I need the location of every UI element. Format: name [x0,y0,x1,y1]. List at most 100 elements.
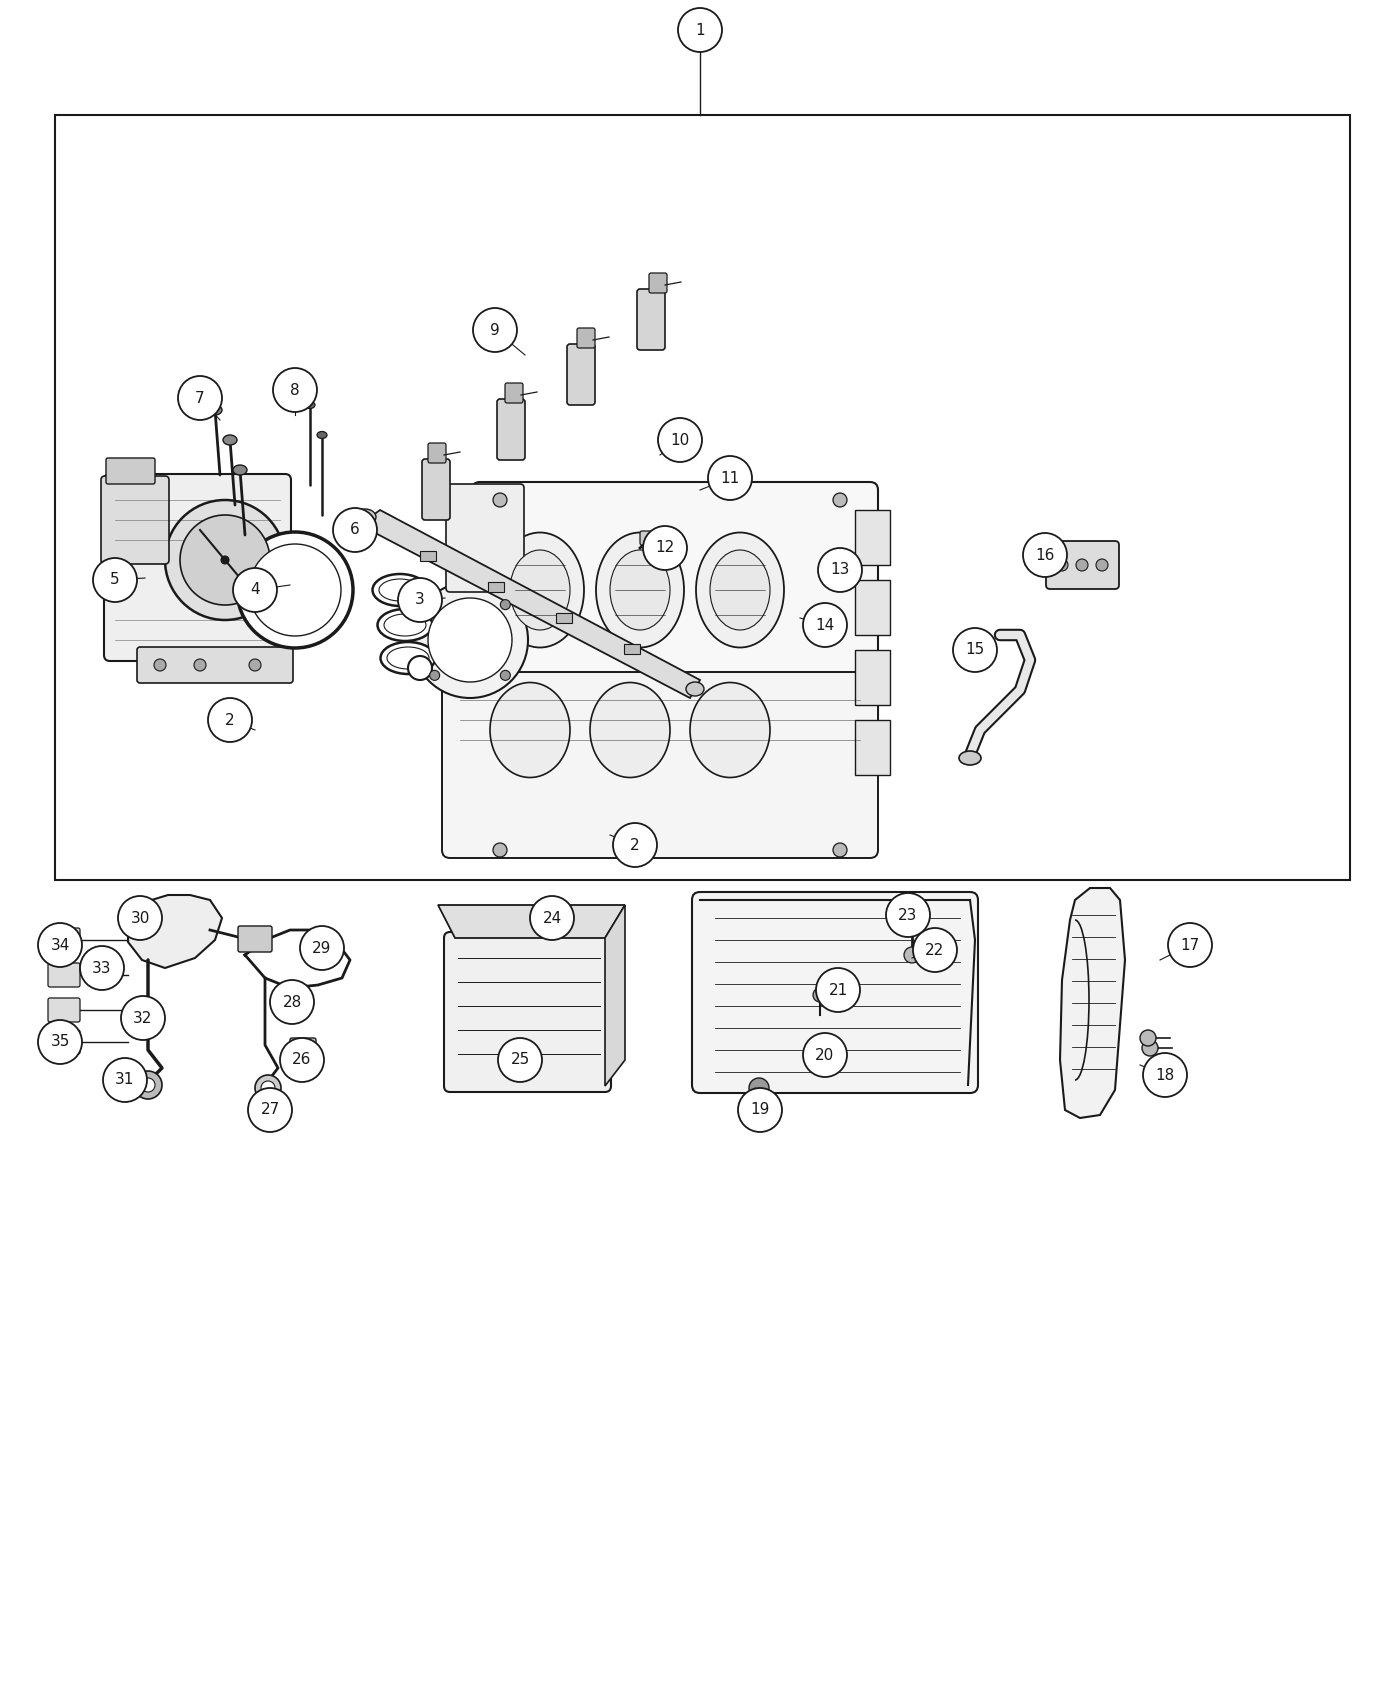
Circle shape [154,660,167,672]
Text: 25: 25 [511,1052,529,1068]
Circle shape [749,1078,769,1098]
FancyBboxPatch shape [447,484,524,592]
Circle shape [1140,1030,1156,1046]
Circle shape [134,1071,162,1098]
Circle shape [412,581,528,699]
Circle shape [493,843,507,857]
Ellipse shape [496,532,584,648]
Circle shape [500,600,511,610]
Text: 26: 26 [293,1052,312,1068]
Text: 23: 23 [899,908,917,923]
Text: 31: 31 [115,1073,134,1088]
Circle shape [280,1039,323,1081]
Circle shape [165,500,286,620]
Circle shape [498,1039,542,1081]
Bar [556,614,573,622]
Circle shape [804,1034,847,1078]
Circle shape [249,544,342,636]
Circle shape [92,558,137,602]
FancyBboxPatch shape [640,530,658,546]
FancyBboxPatch shape [505,382,524,403]
Ellipse shape [589,682,671,777]
Text: 4: 4 [251,583,260,597]
Bar [855,510,890,564]
Ellipse shape [384,614,426,636]
FancyBboxPatch shape [48,998,80,1022]
Text: 11: 11 [721,471,739,486]
Ellipse shape [381,643,435,673]
Circle shape [178,376,223,420]
Text: 21: 21 [829,983,847,998]
Circle shape [141,1078,155,1091]
FancyBboxPatch shape [238,927,272,952]
Circle shape [181,515,270,605]
Circle shape [118,896,162,940]
Circle shape [1023,534,1067,576]
Circle shape [818,547,862,592]
Circle shape [195,660,206,672]
Text: 14: 14 [815,617,834,632]
Ellipse shape [316,432,328,439]
Polygon shape [127,894,223,967]
Ellipse shape [305,401,315,408]
Circle shape [407,656,433,680]
Text: 5: 5 [111,573,120,588]
Text: 1: 1 [696,22,704,37]
Circle shape [833,843,847,857]
Text: 2: 2 [225,712,235,728]
Text: 35: 35 [50,1035,70,1049]
FancyBboxPatch shape [104,474,291,661]
FancyBboxPatch shape [637,289,665,350]
Text: 6: 6 [350,522,360,537]
Ellipse shape [232,466,246,474]
Circle shape [493,493,507,507]
FancyBboxPatch shape [497,400,525,461]
Circle shape [428,598,512,682]
Circle shape [333,508,377,552]
Text: 2: 2 [630,838,640,852]
FancyBboxPatch shape [650,274,666,292]
Circle shape [273,367,316,411]
Circle shape [232,568,277,612]
Ellipse shape [510,551,570,631]
Ellipse shape [696,532,784,648]
Ellipse shape [490,682,570,777]
Circle shape [643,525,687,570]
Circle shape [1096,559,1107,571]
Circle shape [209,699,252,741]
FancyBboxPatch shape [137,648,293,683]
Text: 18: 18 [1155,1068,1175,1083]
Bar [855,649,890,705]
Circle shape [430,670,440,680]
Text: 3: 3 [416,593,424,607]
Ellipse shape [209,405,223,415]
Circle shape [80,945,125,989]
Ellipse shape [690,682,770,777]
Polygon shape [605,904,624,1086]
FancyBboxPatch shape [48,928,80,952]
FancyBboxPatch shape [444,932,610,1091]
Circle shape [823,1047,837,1062]
Polygon shape [1060,887,1126,1119]
Circle shape [38,1020,83,1064]
Circle shape [260,1081,274,1095]
Text: 24: 24 [542,911,561,925]
Text: 22: 22 [925,942,945,957]
Text: 27: 27 [260,1103,280,1117]
Circle shape [813,988,827,1001]
FancyBboxPatch shape [48,1030,80,1054]
FancyBboxPatch shape [442,672,878,858]
Text: 7: 7 [195,391,204,406]
Circle shape [237,532,353,648]
Ellipse shape [386,648,428,670]
Circle shape [1149,1068,1166,1083]
Circle shape [293,1001,304,1013]
Text: 29: 29 [312,940,332,955]
Ellipse shape [372,575,427,605]
Bar [855,721,890,775]
Circle shape [531,896,574,940]
Text: 10: 10 [671,432,690,447]
Circle shape [255,1074,281,1102]
Text: 8: 8 [290,382,300,398]
Circle shape [953,627,997,672]
